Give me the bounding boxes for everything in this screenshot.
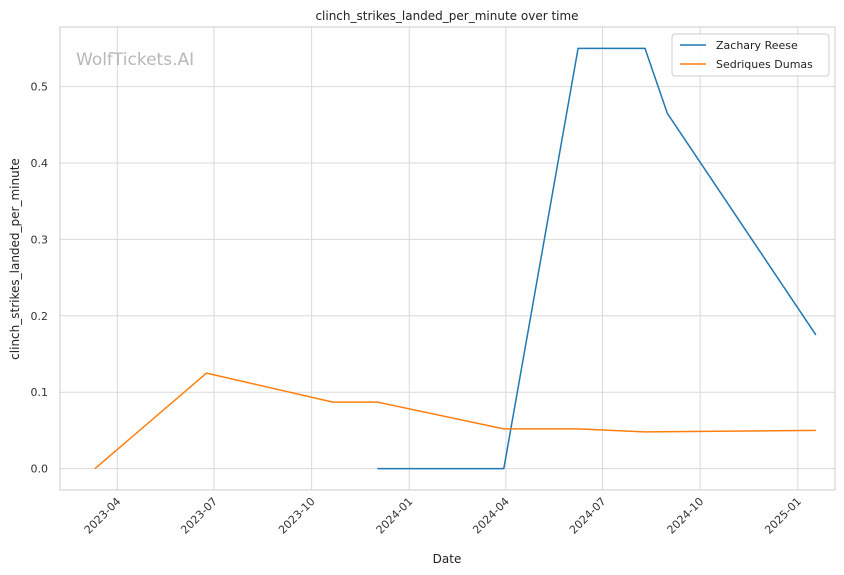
plot-area — [59, 26, 836, 491]
legend-label: Sedriques Dumas — [716, 58, 813, 71]
x-axis-title: Date — [433, 552, 462, 566]
legend-label: Zachary Reese — [716, 39, 798, 52]
x-tick-label: 2024-04 — [470, 495, 512, 537]
x-tick-label: 2023-07 — [178, 495, 220, 537]
x-tick-label: 2023-10 — [276, 495, 318, 537]
y-tick-label: 0.2 — [31, 310, 49, 323]
legend: Zachary Reese Sedriques Dumas — [671, 33, 830, 77]
y-tick-label: 0.4 — [31, 157, 49, 170]
x-tick-label: 2023-04 — [82, 495, 124, 537]
y-axis-title: clinch_strikes_landed_per_minute — [8, 158, 22, 360]
y-tick-label: 0.1 — [31, 386, 49, 399]
series-lines — [94, 47, 817, 470]
y-axis-ticks: 0.0 0.1 0.2 0.3 0.4 0.5 — [31, 81, 49, 476]
y-tick-label: 0.3 — [31, 233, 49, 246]
x-tick-label: 2025-01 — [762, 495, 804, 537]
series-line — [94, 372, 816, 470]
watermark: WolfTickets.AI — [76, 50, 194, 70]
x-tick-label: 2024-07 — [567, 495, 609, 537]
grid — [60, 27, 835, 490]
y-tick-label: 0.5 — [31, 81, 49, 94]
y-tick-label: 0.0 — [31, 463, 49, 476]
x-axis-ticks: 2023-04 2023-07 2023-10 2024-01 2024-04 2024-… — [82, 495, 804, 537]
x-tick-label: 2024-01 — [374, 495, 416, 537]
series-line — [377, 47, 817, 470]
legend-box — [671, 33, 830, 77]
x-tick-label: 2024-10 — [665, 495, 707, 537]
chart-title: clinch_strikes_landed_per_minute over ti… — [315, 9, 578, 23]
